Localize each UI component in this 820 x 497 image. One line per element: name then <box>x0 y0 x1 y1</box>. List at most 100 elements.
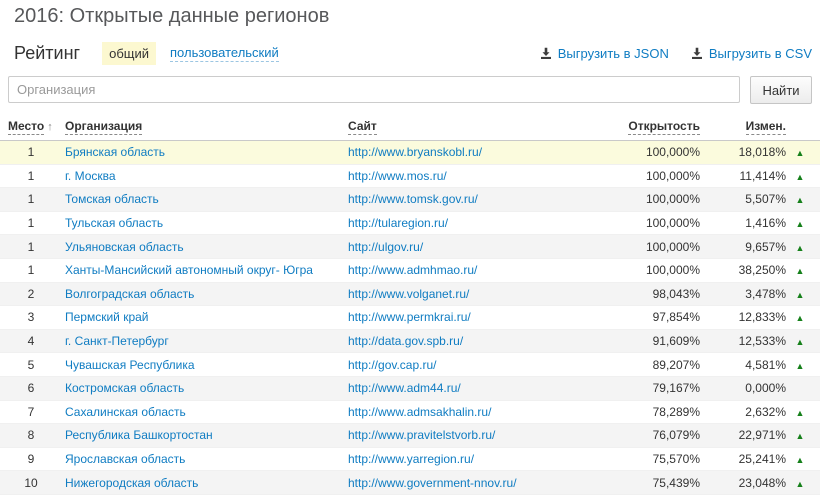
change-cell: 9,657% <box>745 239 786 254</box>
table-row: 1 Ханты-Мансийский автономный округ- Югр… <box>0 258 820 283</box>
organization-link[interactable]: Ханты-Мансийский автономный округ- Югра <box>65 263 313 278</box>
trend-up-icon: ▲ <box>795 242 805 253</box>
column-header-site[interactable]: Сайт <box>348 114 620 141</box>
column-header-spacer <box>786 114 820 141</box>
place-cell: 1 <box>27 192 35 207</box>
column-header-organization[interactable]: Организация <box>62 114 348 141</box>
site-cell: http://gov.cap.ru/ <box>348 353 620 377</box>
site-cell: http://www.admsakhalin.ru/ <box>348 400 620 424</box>
organization-link[interactable]: Ульяновская область <box>65 239 184 254</box>
page-title: 2016: Открытые данные регионов <box>14 5 330 27</box>
site-link[interactable]: http://www.admhmao.ru/ <box>348 263 478 278</box>
trend-up-icon: ▲ <box>795 266 805 277</box>
place-cell: 1 <box>27 263 35 278</box>
place-cell: 1 <box>27 239 35 254</box>
change-cell: 0,000% <box>745 381 786 396</box>
site-link[interactable]: http://tularegion.ru/ <box>348 216 449 231</box>
export-json-label: Выгрузить в JSON <box>557 45 669 61</box>
table-row: 4 г. Санкт-Петербург http://data.gov.spb… <box>0 329 820 353</box>
site-link[interactable]: http://www.bryanskobl.ru/ <box>348 145 483 160</box>
site-link[interactable]: http://www.volganet.ru/ <box>348 286 470 301</box>
organization-link[interactable]: Сахалинская область <box>65 404 186 419</box>
place-cell: 4 <box>27 334 35 349</box>
openness-cell: 75,439% <box>652 475 700 490</box>
site-link[interactable]: http://data.gov.spb.ru/ <box>348 334 464 349</box>
place-cell: 9 <box>27 452 35 467</box>
change-cell: 4,581% <box>745 357 786 372</box>
site-link[interactable]: http://www.pravitelstvorb.ru/ <box>348 428 496 443</box>
export-json-link[interactable]: Выгрузить в JSON <box>540 46 669 61</box>
site-link[interactable]: http://www.adm44.ru/ <box>348 381 461 396</box>
table-row: 1 Томская область http://www.tomsk.gov.r… <box>0 187 820 212</box>
tab-general[interactable]: общий <box>102 41 156 65</box>
change-cell: 12,833% <box>738 310 786 325</box>
organization-link[interactable]: г. Санкт-Петербург <box>65 334 169 349</box>
organization-link[interactable]: Волгоградская область <box>65 286 195 301</box>
trend-up-icon: ▲ <box>795 195 805 206</box>
table-row: 2 Волгоградская область http://www.volga… <box>0 282 820 306</box>
site-cell: http://tularegion.ru/ <box>348 211 620 235</box>
search-button[interactable]: Найти <box>750 76 812 104</box>
organization-link[interactable]: Тульская область <box>65 216 164 231</box>
openness-cell: 100,000% <box>645 192 700 207</box>
organization-cell: Республика Башкортостан <box>62 424 348 448</box>
change-cell: 22,971% <box>738 428 786 443</box>
site-link[interactable]: http://www.mos.ru/ <box>348 168 447 183</box>
site-link[interactable]: http://www.permkrai.ru/ <box>348 310 471 325</box>
tab-custom[interactable]: пользовательский <box>170 44 279 62</box>
openness-cell: 78,289% <box>652 404 700 419</box>
site-link[interactable]: http://www.government-nnov.ru/ <box>348 475 517 490</box>
organization-cell: Брянская область <box>62 141 348 165</box>
organization-cell: Томская область <box>62 188 348 212</box>
export-csv-link[interactable]: Выгрузить в CSV <box>691 46 812 61</box>
organization-link[interactable]: Томская область <box>65 192 159 207</box>
site-link[interactable]: http://ulgov.ru/ <box>348 239 424 254</box>
site-cell: http://www.admhmao.ru/ <box>348 258 620 282</box>
organization-link[interactable]: Ярославская область <box>65 452 186 467</box>
organization-link[interactable]: г. Москва <box>65 168 116 183</box>
trend-cell: ▲ <box>786 424 820 448</box>
trend-cell: ▲ <box>786 329 820 353</box>
trend-up-icon: ▲ <box>795 360 805 371</box>
organization-cell: Нижегородская область <box>62 471 348 495</box>
organization-cell: Чувашская Республика <box>62 353 348 377</box>
change-cell: 12,533% <box>738 334 786 349</box>
place-cell: 2 <box>27 286 35 301</box>
organization-link[interactable]: Костромская область <box>65 381 185 396</box>
site-link[interactable]: http://www.yarregion.ru/ <box>348 452 475 467</box>
openness-cell: 97,854% <box>652 310 700 325</box>
table-row: 10 Нижегородская область http://www.gove… <box>0 470 820 495</box>
rating-bar: Рейтинг общий пользовательский Выгрузить… <box>14 41 812 65</box>
change-cell: 5,507% <box>745 192 786 207</box>
organization-link[interactable]: Республика Башкортостан <box>65 428 213 443</box>
site-link[interactable]: http://www.tomsk.gov.ru/ <box>348 192 478 207</box>
organization-link[interactable]: Чувашская Республика <box>65 357 195 372</box>
trend-cell: ▲ <box>786 188 820 212</box>
site-cell: http://data.gov.spb.ru/ <box>348 329 620 353</box>
column-header-openness[interactable]: Открытость <box>620 114 700 141</box>
organization-cell: Тульская область <box>62 211 348 235</box>
site-link[interactable]: http://www.admsakhalin.ru/ <box>348 404 492 419</box>
rating-label: Рейтинг <box>14 42 81 63</box>
organization-search-input[interactable] <box>8 76 740 103</box>
trend-up-icon: ▲ <box>795 455 805 466</box>
search-bar: Найти <box>8 76 812 104</box>
change-cell: 11,414% <box>739 168 786 183</box>
rating-table: Место ↑ Организация Сайт Открытость Измен… <box>0 114 820 495</box>
table-row: 7 Сахалинская область http://www.admsakh… <box>0 400 820 424</box>
trend-up-icon: ▲ <box>795 171 805 182</box>
organization-link[interactable]: Брянская область <box>65 145 165 160</box>
organization-cell: Костромская область <box>62 376 348 400</box>
organization-link[interactable]: Пермский край <box>65 310 149 325</box>
download-icon <box>691 47 703 59</box>
site-cell: http://www.yarregion.ru/ <box>348 447 620 471</box>
change-cell: 23,048% <box>738 475 786 490</box>
column-header-change[interactable]: Измен. <box>700 114 786 141</box>
openness-cell: 100,000% <box>645 216 700 231</box>
change-cell: 38,250% <box>738 263 786 278</box>
table-row: 6 Костромская область http://www.adm44.r… <box>0 376 820 401</box>
organization-link[interactable]: Нижегородская область <box>65 475 199 490</box>
trend-up-icon: ▲ <box>795 431 805 442</box>
site-link[interactable]: http://gov.cap.ru/ <box>348 357 437 372</box>
column-header-place[interactable]: Место ↑ <box>0 114 62 141</box>
